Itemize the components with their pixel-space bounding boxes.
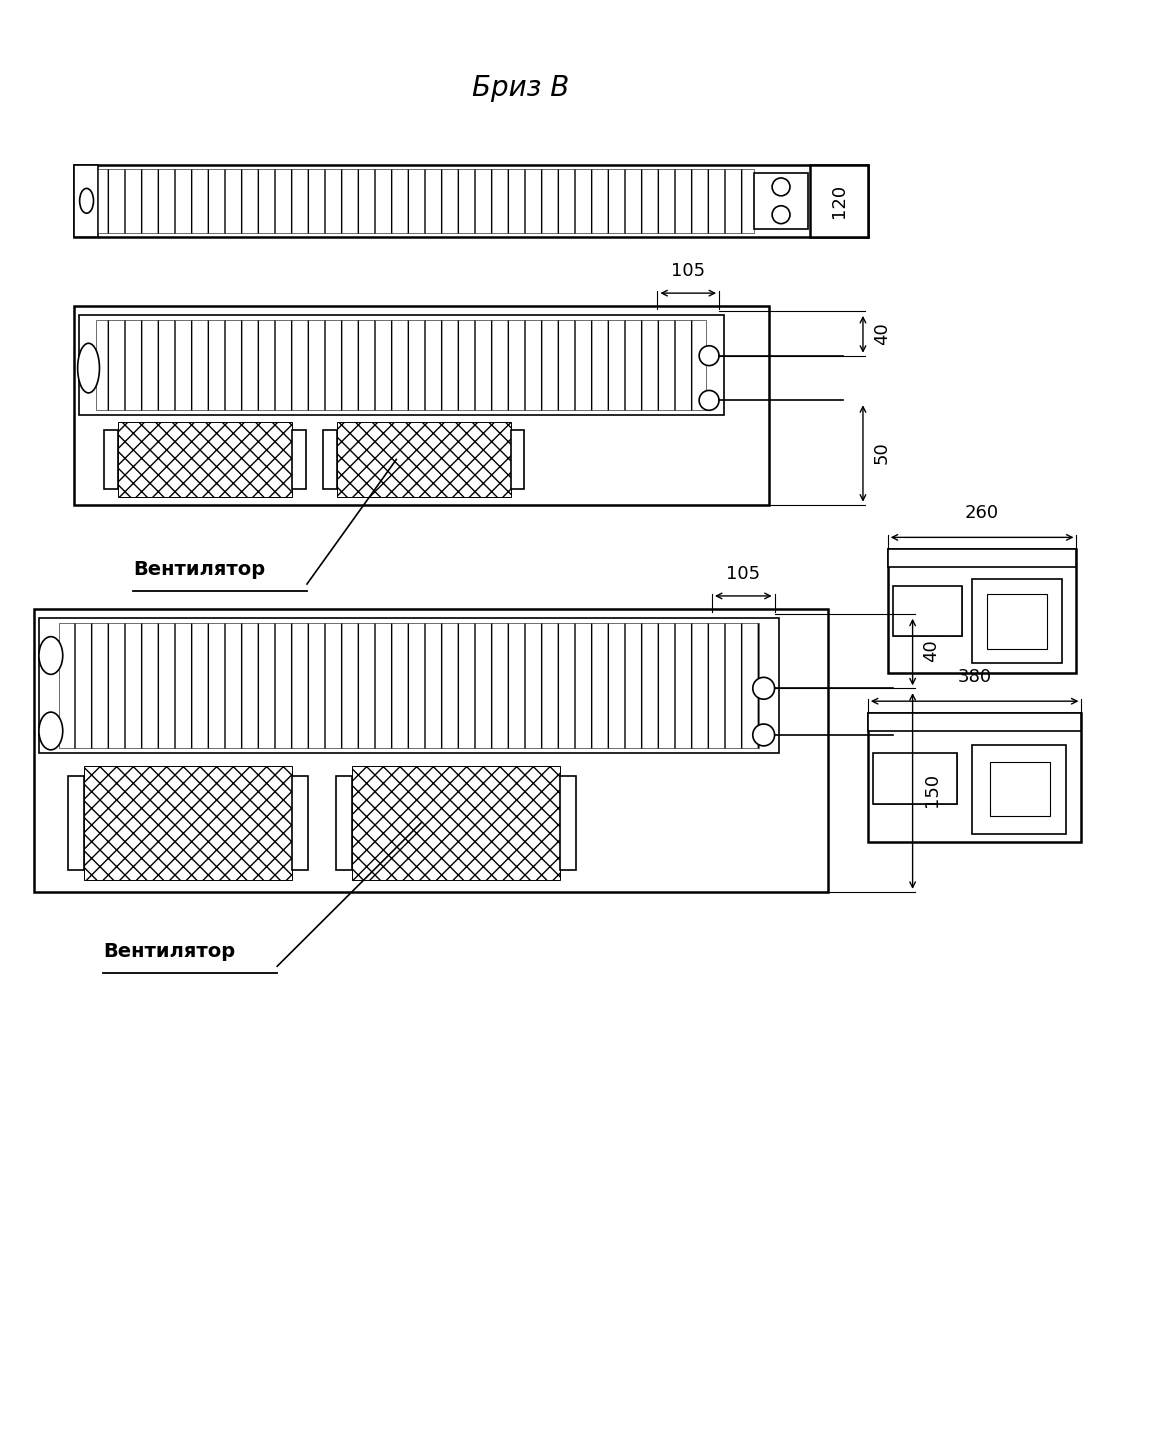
Bar — [73, 307, 768, 504]
Bar — [888, 549, 1076, 673]
Bar — [973, 580, 1062, 664]
Bar — [892, 586, 962, 635]
Bar — [292, 430, 306, 488]
Bar — [84, 766, 292, 881]
Bar — [73, 166, 99, 237]
Bar — [105, 430, 119, 488]
Ellipse shape — [38, 636, 63, 674]
Bar — [892, 586, 962, 635]
Bar — [510, 430, 524, 488]
Ellipse shape — [753, 677, 775, 699]
Ellipse shape — [78, 343, 100, 392]
Bar — [560, 776, 576, 870]
Text: 105: 105 — [726, 565, 760, 583]
Bar — [79, 315, 724, 416]
Ellipse shape — [700, 346, 719, 366]
Text: 120: 120 — [830, 183, 848, 218]
Text: 105: 105 — [672, 262, 705, 280]
Text: 380: 380 — [957, 668, 991, 686]
Ellipse shape — [38, 712, 63, 750]
Bar — [352, 766, 560, 881]
Bar — [336, 776, 352, 870]
Bar — [754, 173, 809, 228]
Text: Бриз В: Бриз В — [472, 74, 569, 102]
Bar — [67, 776, 84, 870]
Bar — [34, 609, 829, 892]
Bar — [810, 166, 868, 237]
Bar — [99, 169, 754, 232]
Bar — [59, 623, 759, 748]
Bar — [868, 713, 1082, 731]
Ellipse shape — [80, 189, 93, 214]
Bar — [868, 713, 1082, 843]
Bar — [873, 753, 957, 805]
Ellipse shape — [700, 391, 719, 410]
Bar — [292, 776, 308, 870]
Bar — [73, 166, 868, 237]
Bar — [987, 594, 1047, 648]
Ellipse shape — [772, 177, 790, 196]
Text: 40: 40 — [873, 323, 891, 344]
Bar — [973, 745, 1067, 834]
Text: 150: 150 — [923, 773, 940, 806]
Ellipse shape — [772, 206, 790, 224]
Bar — [95, 320, 706, 410]
Ellipse shape — [753, 724, 775, 745]
Bar — [38, 618, 779, 753]
Text: 260: 260 — [964, 504, 999, 523]
Bar — [323, 430, 337, 488]
Bar — [873, 753, 957, 805]
Bar — [888, 549, 1076, 567]
Text: 40: 40 — [923, 639, 940, 663]
Text: Вентилятор: Вентилятор — [103, 942, 236, 960]
Text: Вентилятор: Вентилятор — [134, 559, 265, 578]
Bar — [119, 423, 292, 497]
Bar — [337, 423, 510, 497]
Text: 50: 50 — [873, 442, 891, 464]
Bar — [990, 761, 1049, 817]
